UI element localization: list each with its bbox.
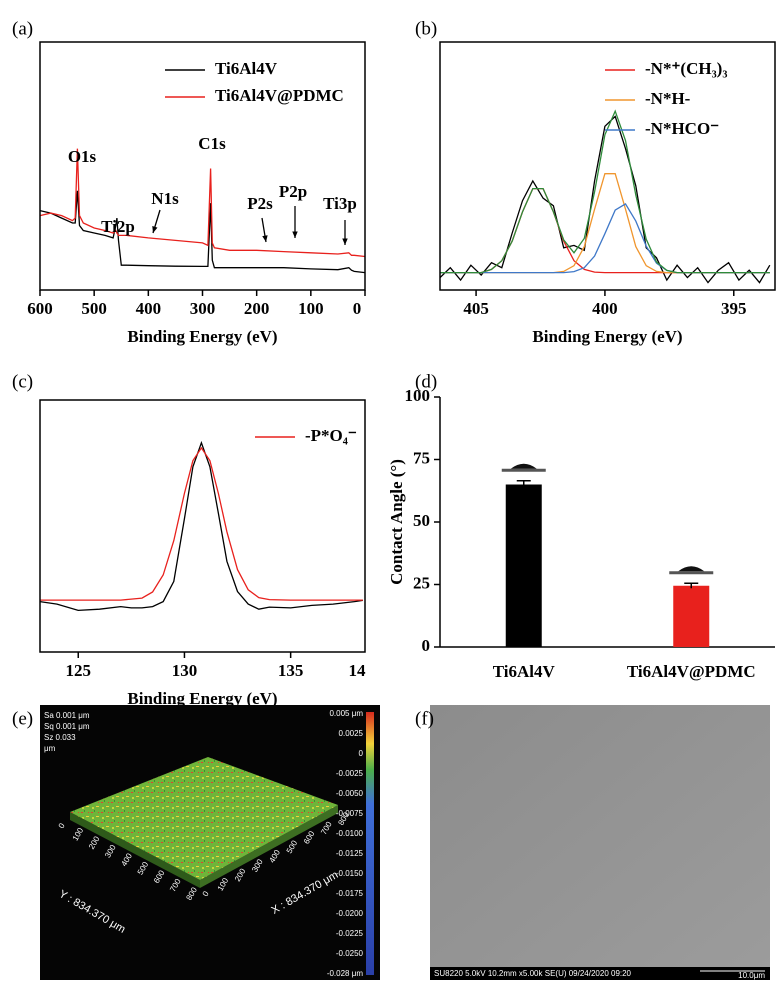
- stat: Sz 0.033: [44, 733, 76, 742]
- stat: Sa 0.001 μm: [44, 711, 90, 720]
- colorbar-label: 0: [359, 749, 364, 758]
- legend-label: -N*⁺(CH₃)₃: [645, 59, 727, 78]
- x-tick-label: 125: [65, 661, 91, 680]
- x-tick-label: 600: [27, 299, 53, 318]
- x-tick-label: 400: [592, 299, 618, 318]
- series-line: [40, 448, 363, 600]
- legend-label: -P*O₄⁻: [305, 426, 357, 445]
- panel-label: (e): [12, 708, 33, 729]
- x-tick-label: 100: [298, 299, 324, 318]
- droplet-base: [669, 571, 713, 574]
- x-tick-label: 395: [721, 299, 747, 318]
- series-line: [440, 174, 770, 273]
- series-line: [40, 443, 363, 611]
- series-line: [40, 191, 365, 273]
- plot-frame: [440, 42, 775, 290]
- colorbar-label: -0.028 μm: [327, 969, 364, 978]
- droplet: [511, 464, 537, 469]
- bar: [506, 485, 542, 648]
- x-tick-label: 14: [349, 661, 367, 680]
- peak-label: Ti3p: [323, 194, 357, 213]
- colorbar: [366, 712, 374, 975]
- arrow-head: [292, 232, 297, 238]
- peak-label: P2s: [247, 194, 273, 213]
- x-tick-label: 405: [463, 299, 489, 318]
- panel-label: (a): [12, 18, 33, 39]
- arrow-head: [342, 239, 347, 245]
- x-tick-label: Ti6Al4V@PDMC: [627, 662, 756, 681]
- stat: μm: [44, 744, 56, 753]
- arrow-head: [152, 226, 157, 233]
- scale-label: 10.0μm: [738, 971, 765, 980]
- x-tick-label: 500: [81, 299, 107, 318]
- peak-label: P2p: [279, 182, 307, 201]
- colorbar-label: 0.0025: [339, 729, 364, 738]
- series-line: [440, 116, 770, 282]
- colorbar-label: 0.005 μm: [329, 709, 363, 718]
- legend-label: -N*H-: [645, 89, 691, 108]
- colorbar-label: -0.0175: [336, 889, 364, 898]
- chart: 600 500 400 300 200 100 0 Binding Energy (eV) Ti…: [27, 42, 365, 346]
- peak-label: N1s: [151, 189, 179, 208]
- x-axis-label: Binding Energy (eV): [127, 327, 277, 346]
- sem-background: [430, 705, 770, 980]
- stat: Sq 0.001 μm: [44, 722, 90, 731]
- droplet-base: [502, 469, 546, 472]
- legend-label: Ti6Al4V: [215, 59, 278, 78]
- colorbar-label: -0.0250: [336, 949, 364, 958]
- x-tick-label: 135: [278, 661, 304, 680]
- x-tick-label: 200: [244, 299, 270, 318]
- panel-label: (b): [415, 18, 437, 39]
- sem-info: SU8220 5.0kV 10.2mm x5.00k SE(U) 09/24/2…: [434, 969, 632, 978]
- series-line: [440, 189, 770, 273]
- x-axis-label: Binding Energy (eV): [532, 327, 682, 346]
- peak-label: Ti2p: [101, 217, 135, 236]
- x-tick-label: 130: [172, 661, 198, 680]
- y-axis-label: Contact Angle (°): [387, 459, 406, 585]
- y-tick-label: 0: [422, 636, 431, 655]
- chart: 405 400 395 Binding Energy (eV) -N*⁺(CH₃)₃ -N…: [440, 42, 775, 346]
- x-tick-label: 0: [353, 299, 362, 318]
- x-tick-label: Ti6Al4V: [493, 662, 556, 681]
- panel-label: (f): [415, 708, 434, 729]
- colorbar-label: -0.0100: [336, 829, 364, 838]
- colorbar-label: -0.0200: [336, 909, 364, 918]
- figure: 6005004003002001000Binding Energy (eV)Ti…: [0, 0, 780, 987]
- panel-label: (c): [12, 371, 33, 392]
- peak-label: O1s: [68, 147, 97, 166]
- colorbar-label: -0.0225: [336, 929, 364, 938]
- y-tick-label: 75: [413, 448, 430, 467]
- peak-label: C1s: [198, 134, 226, 153]
- y-tick-label: 25: [413, 573, 430, 592]
- colorbar-label: -0.0150: [336, 869, 364, 878]
- legend-label: -N*HCO⁻: [645, 119, 719, 138]
- x-tick-label: 400: [136, 299, 162, 318]
- droplet: [678, 566, 704, 571]
- page: {"panel_labels":["(a)","(b)","(c)","(d)"…: [0, 0, 780, 987]
- arrow-head: [262, 235, 267, 242]
- panel-label: (d): [415, 371, 437, 392]
- x-tick-label: 300: [190, 299, 216, 318]
- colorbar-label: -0.0125: [336, 849, 364, 858]
- legend-label: Ti6Al4V@PDMC: [215, 86, 344, 105]
- bar: [673, 586, 709, 647]
- series-line: [440, 111, 770, 272]
- colorbar-label: -0.0025: [336, 769, 364, 778]
- series-line: [440, 204, 770, 273]
- y-tick-label: 50: [413, 511, 430, 530]
- sem-image: SU8220 5.0kV 10.2mm x5.00k SE(U) 09/24/2…: [430, 705, 770, 980]
- colorbar-label: -0.0050: [336, 789, 364, 798]
